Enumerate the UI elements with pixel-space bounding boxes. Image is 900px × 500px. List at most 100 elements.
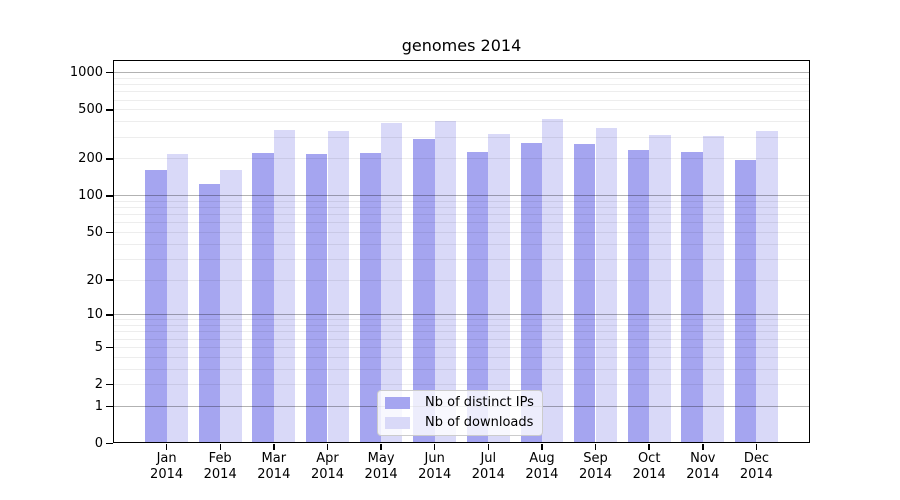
- bar-dec-distinct-ips: [734, 160, 757, 443]
- x-tick-month: Jun: [424, 450, 445, 466]
- x-tick-year: 2014: [418, 466, 452, 482]
- x-tick-mark-may: [380, 443, 382, 450]
- x-tick-month: Dec: [743, 450, 769, 466]
- grid-layer: [113, 60, 810, 443]
- bar-jan-downloads: [166, 154, 188, 443]
- x-tick-month: Apr: [316, 450, 339, 466]
- bar-dec-downloads: [756, 130, 778, 443]
- y-tick-label-0: 0: [94, 436, 103, 451]
- bar-jul-downloads: [488, 134, 510, 443]
- bar-jun-distinct-ips: [413, 139, 435, 443]
- x-tick-label-nov: Nov 2014: [671, 451, 735, 483]
- legend-label-downloads: Nb of downloads: [425, 415, 534, 430]
- x-tick-mark-oct: [648, 443, 650, 450]
- x-tick-mark-nov: [702, 443, 704, 450]
- gridline-minor-800: [113, 84, 810, 86]
- bar-sep-distinct-ips: [574, 144, 596, 443]
- gridline-major-100: [113, 195, 810, 197]
- x-tick-label-oct: Oct 2014: [617, 451, 681, 483]
- gridline-minor-8: [113, 325, 810, 327]
- x-tick-mark-apr: [326, 443, 329, 450]
- x-tick-label-aug: Aug 2014: [510, 451, 574, 483]
- x-tick-label-jun: Jun 2014: [403, 451, 467, 483]
- bar-oct-downloads: [649, 134, 671, 443]
- gridline-minor-30: [113, 258, 810, 260]
- x-tick-month: Aug: [529, 450, 555, 466]
- x-tick-label-may: May 2014: [349, 451, 413, 483]
- bar-jan-distinct-ips: [145, 169, 167, 443]
- y-tick-label-200: 200: [78, 151, 103, 167]
- y-tick-label-100: 100: [78, 188, 103, 204]
- x-tick-year: 2014: [739, 466, 773, 482]
- bar-may-distinct-ips: [359, 153, 381, 443]
- gridline-minor-2: [113, 384, 810, 385]
- legend-swatch-distinct-ips-icon: [385, 397, 410, 409]
- x-tick-mark-sep: [594, 443, 597, 450]
- y-tick-mark-100: [106, 195, 113, 197]
- gridline-major-10: [113, 314, 810, 316]
- y-tick-label-5: 5: [94, 339, 103, 355]
- x-tick-label-sep: Sep 2014: [564, 451, 628, 483]
- x-tick-label-jul: Jul 2014: [456, 451, 520, 483]
- x-tick-label-dec: Dec 2014: [724, 451, 788, 483]
- gridline-minor-600: [113, 99, 810, 101]
- bar-aug-downloads: [541, 119, 564, 443]
- legend-swatch-downloads-icon: [385, 417, 410, 429]
- gridline-minor-40: [113, 243, 810, 245]
- bar-nov-distinct-ips: [681, 151, 703, 443]
- x-tick-mark-feb: [219, 443, 221, 450]
- x-tick-year: 2014: [203, 466, 237, 482]
- bar-apr-downloads: [327, 130, 349, 443]
- y-tick-label-1: 1: [94, 398, 103, 414]
- x-tick-mark-jun: [433, 443, 436, 450]
- y-tick-mark-50: [106, 231, 113, 234]
- bar-aug-distinct-ips: [520, 143, 542, 443]
- plot-area: Nb of distinct IPs Nb of downloads: [113, 60, 810, 443]
- x-tick-month: Mar: [261, 450, 287, 466]
- y-tick-label-1000: 1000: [69, 65, 103, 81]
- y-tick-mark-5: [106, 346, 113, 349]
- y-tick-mark-10: [106, 314, 113, 316]
- x-tick-label-feb: Feb 2014: [188, 451, 252, 483]
- x-tick-year: 2014: [150, 466, 184, 482]
- legend-label-distinct-ips: Nb of distinct IPs: [425, 395, 534, 410]
- gridline-minor-7: [113, 331, 810, 333]
- gridline-minor-200: [113, 158, 810, 160]
- legend: Nb of distinct IPs Nb of downloads: [377, 390, 543, 436]
- x-tick-year: 2014: [632, 466, 666, 482]
- x-tick-year: 2014: [525, 466, 559, 482]
- y-tick-label-500: 500: [78, 102, 103, 118]
- gridline-minor-20: [113, 279, 810, 281]
- bar-mar-downloads: [273, 129, 296, 443]
- x-tick-month: Oct: [637, 450, 661, 466]
- x-tick-mark-mar: [273, 443, 275, 450]
- y-tick-label-2: 2: [94, 377, 103, 392]
- y-tick-label-50: 50: [86, 224, 103, 240]
- bar-apr-distinct-ips: [306, 153, 328, 443]
- bar-feb-downloads: [220, 169, 242, 443]
- gridline-minor-70: [113, 214, 810, 216]
- x-tick-month: Jan: [156, 450, 177, 466]
- x-tick-mark-dec: [755, 443, 758, 450]
- gridline-minor-3: [113, 368, 810, 370]
- x-tick-month: Sep: [583, 450, 608, 466]
- bar-oct-distinct-ips: [627, 150, 650, 443]
- x-tick-year: 2014: [471, 466, 505, 482]
- gridline-minor-90: [113, 200, 810, 202]
- gridline-minor-500: [113, 109, 810, 111]
- y-tick-mark-0: [106, 442, 113, 445]
- x-tick-year: 2014: [686, 466, 720, 482]
- x-tick-month: Jul: [480, 450, 497, 466]
- y-tick-mark-1000: [106, 71, 113, 74]
- gridline-major-1000: [113, 72, 810, 74]
- gridline-minor-300: [113, 136, 810, 138]
- gridline-minor-5: [113, 346, 810, 348]
- x-tick-month: May: [367, 450, 395, 466]
- bar-may-downloads: [381, 123, 403, 443]
- bar-sep-downloads: [595, 128, 617, 443]
- y-tick-label-10: 10: [86, 307, 103, 323]
- bar-feb-distinct-ips: [198, 183, 221, 443]
- x-tick-mark-jul: [487, 443, 490, 450]
- bars-layer: [113, 60, 810, 443]
- y-tick-label-20: 20: [86, 272, 103, 288]
